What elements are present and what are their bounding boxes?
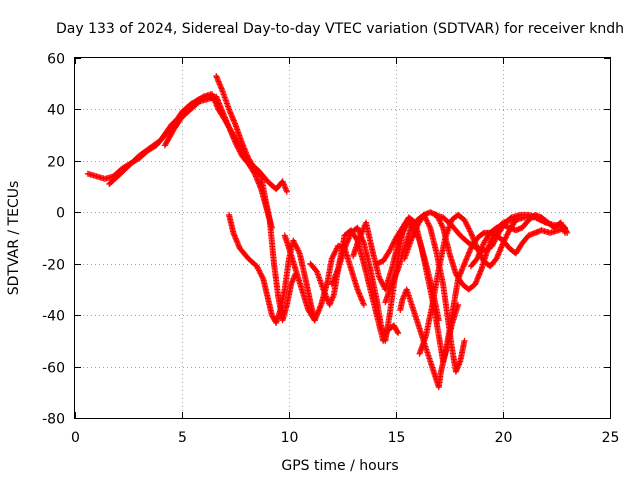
y-tick-label: 20 bbox=[47, 155, 65, 171]
y-tick-label: -80 bbox=[42, 412, 65, 428]
y-tick-label: -60 bbox=[42, 361, 65, 377]
series-track-1 bbox=[84, 93, 218, 182]
data-point bbox=[395, 330, 402, 337]
chart-title: Day 133 of 2024, Sidereal Day-to-day VTE… bbox=[56, 21, 624, 37]
x-tick-label: 10 bbox=[281, 430, 299, 446]
x-tick-label: 15 bbox=[388, 430, 406, 446]
axis-ticks: 0 5 10 15 20 25 -80 -60 -40 -20 0 20 40 60 bbox=[42, 52, 619, 447]
y-tick-label: -20 bbox=[42, 258, 65, 274]
y-tick-label: 0 bbox=[56, 206, 65, 222]
data-point bbox=[257, 172, 264, 179]
data-points bbox=[84, 73, 571, 391]
x-tick-label: 5 bbox=[178, 430, 187, 446]
y-tick-label: 60 bbox=[47, 52, 65, 68]
x-axis-title: GPS time / hours bbox=[281, 458, 398, 474]
series-track-16 bbox=[467, 211, 569, 270]
data-point bbox=[394, 328, 401, 335]
x-tick-label: 20 bbox=[495, 430, 513, 446]
x-tick-label: 25 bbox=[602, 430, 620, 446]
y-tick-label: 40 bbox=[47, 103, 65, 119]
x-tick-label: 0 bbox=[71, 430, 80, 446]
data-point bbox=[283, 188, 290, 195]
y-axis-title: SDTVAR / TECUs bbox=[6, 181, 22, 296]
data-point bbox=[562, 229, 569, 236]
data-point bbox=[473, 244, 480, 251]
data-point bbox=[461, 337, 468, 344]
series-track-13 bbox=[416, 211, 549, 357]
y-tick-label: -40 bbox=[42, 309, 65, 325]
plot-frame bbox=[74, 57, 611, 419]
series-track-4 bbox=[213, 73, 299, 324]
data-point bbox=[360, 301, 367, 308]
